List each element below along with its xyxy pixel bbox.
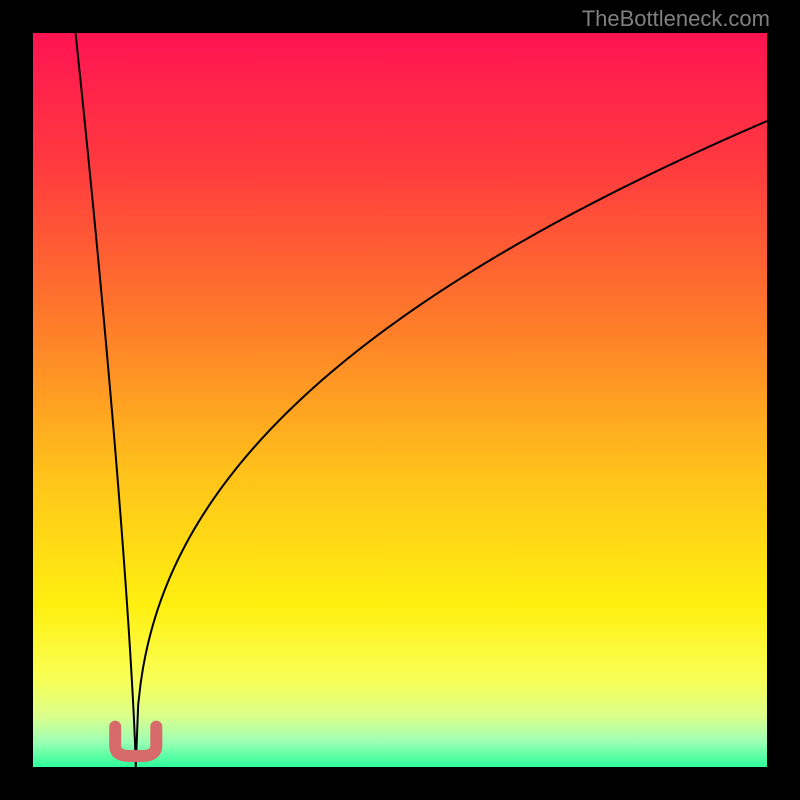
watermark-text: TheBottleneck.com (582, 6, 770, 32)
chart-stage: TheBottleneck.com (0, 0, 800, 800)
bottleneck-chart (0, 0, 800, 800)
